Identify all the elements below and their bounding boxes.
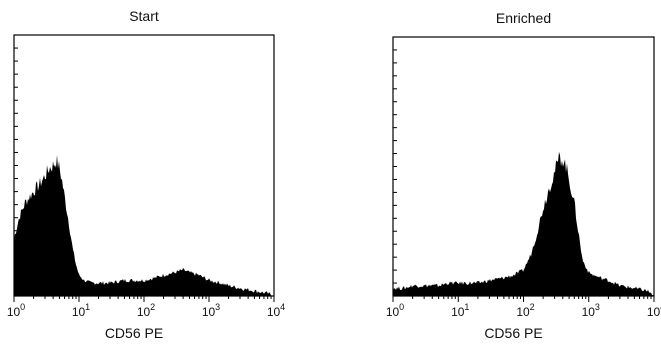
histogram-panel-start: Start 100 101 102 103 104 CD56 PE — [7, 8, 285, 341]
histogram-area — [14, 154, 274, 296]
x-tick-label: 100 — [7, 302, 25, 319]
plot-frame — [392, 36, 655, 297]
x-tick-label: 101 — [72, 302, 90, 319]
x-tick-label: 103 — [202, 302, 220, 319]
histogram-area — [393, 151, 654, 296]
x-tick-label: 104 — [267, 302, 285, 319]
x-tick-label: 102 — [516, 302, 534, 319]
histogram-panel-enriched: Enriched 100 101 102 103 104 CD56 PE — [386, 10, 661, 341]
x-tick-label: 101 — [451, 302, 469, 319]
panel-title: Enriched — [496, 10, 551, 26]
x-tick-label: 102 — [137, 302, 155, 319]
x-tick-label: 100 — [386, 302, 404, 319]
x-axis-label: CD56 PE — [484, 325, 542, 341]
x-tick-label: 104 — [647, 302, 661, 319]
x-tick-label: 103 — [582, 302, 600, 319]
panel-title: Start — [129, 8, 159, 24]
x-axis-label: CD56 PE — [105, 325, 163, 341]
